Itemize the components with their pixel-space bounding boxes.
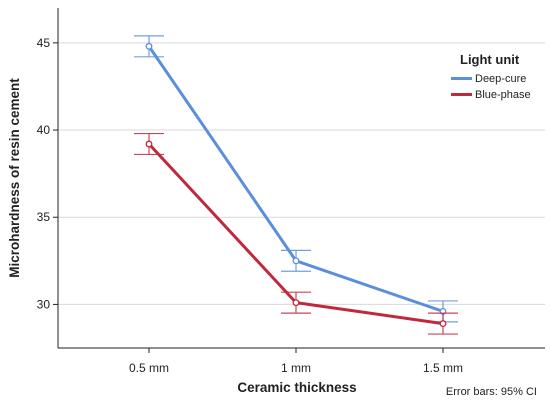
y-tick-label: 45 — [37, 36, 51, 50]
y-tick-label: 30 — [37, 297, 51, 311]
grid-lines — [58, 42, 545, 305]
error-bars-note: Error bars: 95% CI — [446, 386, 537, 398]
y-axis-title: Microhardness of resin cement — [7, 78, 22, 278]
y-tick-label: 35 — [37, 210, 51, 224]
legend-item-blue-phase: Blue-phase — [451, 89, 531, 101]
x-tick-label: 0.5 mm — [129, 361, 169, 375]
series-layer — [134, 35, 458, 335]
data-point-blue-phase — [292, 299, 300, 307]
y-tick-label: 40 — [37, 123, 51, 137]
legend-label: Deep-cure — [475, 73, 526, 85]
x-tick-label: 1 mm — [281, 361, 311, 375]
legend-label: Blue-phase — [475, 89, 531, 101]
data-point-blue-phase — [439, 320, 447, 328]
legend-item-deep-cure: Deep-cure — [451, 73, 526, 85]
x-ticks: 0.5 mm 1 mm 1.5 mm — [129, 348, 463, 375]
series-blue-phase — [134, 132, 458, 335]
data-point-deep-cure — [145, 42, 153, 50]
x-tick-label: 1.5 mm — [423, 361, 463, 375]
data-point-blue-phase — [145, 140, 153, 148]
legend: Light unit Deep-cure Blue-phase — [451, 52, 531, 101]
axes — [57, 8, 545, 349]
data-point-deep-cure — [292, 257, 300, 265]
y-ticks: 30 35 40 45 — [37, 36, 58, 311]
legend-items: Deep-cure Blue-phase — [451, 73, 531, 101]
x-axis-title: Ceramic thickness — [237, 380, 356, 395]
legend-title: Light unit — [460, 52, 520, 67]
